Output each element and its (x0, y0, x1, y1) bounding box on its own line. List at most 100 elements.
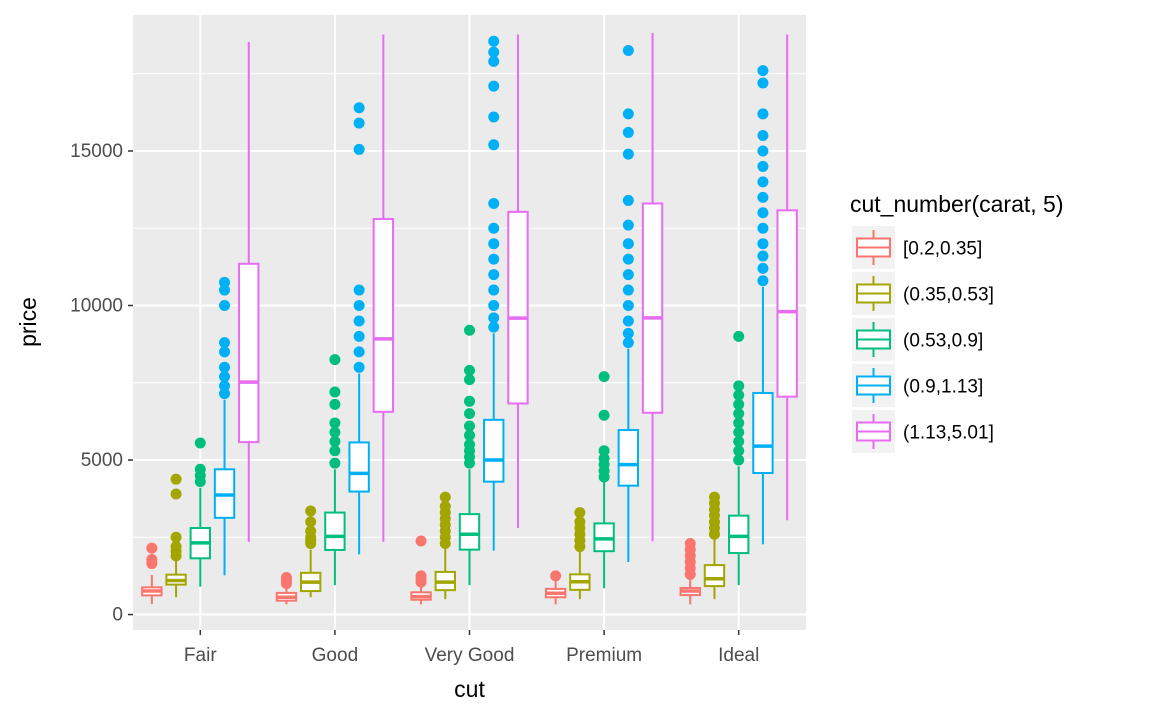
y-tick-label: 5000 (81, 450, 123, 471)
box (458, 513, 481, 551)
outlier-point (219, 337, 231, 349)
legend-item: (0.35,0.53] (852, 272, 994, 315)
outlier-point (757, 160, 769, 172)
outlier-point (194, 437, 206, 449)
y-axis-title: price (15, 297, 41, 347)
box-group (141, 542, 163, 605)
outlier-point (622, 315, 634, 327)
box-group (776, 34, 798, 521)
legend-item: (1.13,5.01] (852, 410, 994, 453)
box-group (275, 571, 298, 605)
outlier-point (488, 111, 500, 123)
outlier-point (488, 139, 500, 151)
outlier-point (170, 541, 182, 553)
outlier-point (464, 420, 475, 432)
outlier-point (219, 388, 231, 400)
outlier-point (464, 429, 475, 441)
outlier-point (329, 445, 341, 457)
outlier-point (219, 300, 231, 312)
legend-label: (0.35,0.53] (903, 285, 994, 306)
box-group (544, 570, 567, 605)
outlier-point (146, 542, 158, 554)
outlier-point (219, 276, 231, 288)
box (324, 511, 346, 551)
outlier-point (622, 337, 634, 349)
outlier-point (733, 408, 745, 420)
outlier-point (488, 35, 500, 47)
outlier-point (550, 570, 562, 582)
outlier-point (733, 330, 745, 342)
outlier-point (329, 457, 341, 469)
box (238, 262, 260, 444)
outlier-point (219, 284, 231, 296)
outlier-point (622, 126, 634, 138)
outlier-point (464, 374, 475, 386)
box-group (617, 45, 640, 563)
outlier-point (353, 330, 365, 342)
outlier-point (353, 346, 365, 358)
box (372, 217, 395, 413)
outlier-point (757, 65, 769, 77)
outlier-point (622, 253, 634, 265)
box-group (483, 35, 505, 551)
outlier-point (684, 537, 696, 549)
box-group (299, 505, 322, 598)
outlier-point (439, 500, 451, 512)
outlier-point (757, 238, 769, 250)
outlier-point (329, 426, 341, 438)
outlier-point (305, 525, 317, 537)
outlier-point (219, 380, 231, 392)
legend-label: (1.13,5.01] (903, 423, 994, 444)
outlier-point (622, 269, 634, 281)
outlier-point (757, 145, 769, 157)
outlier-point (194, 463, 206, 475)
outlier-point (622, 108, 634, 120)
legend: cut_number(carat, 5) [0.2,0.35] (0.35,0.5… (850, 191, 1063, 453)
outlier-point (708, 491, 720, 503)
outlier-point (733, 398, 745, 410)
outlier-point (757, 191, 769, 203)
outlier-point (598, 371, 610, 383)
outlier-point (329, 398, 341, 410)
outlier-point (353, 102, 365, 114)
outlier-point (219, 346, 231, 358)
box-group (410, 535, 432, 605)
box-group (189, 437, 211, 587)
outlier-point (598, 409, 610, 421)
outlier-point (622, 300, 634, 312)
outlier-point (305, 516, 317, 528)
legend-item: [0.2,0.35] (852, 226, 982, 269)
outlier-point (439, 491, 451, 503)
outlier-point (219, 371, 231, 383)
outlier-point (622, 327, 634, 339)
outlier-point (353, 143, 365, 155)
y-tick-label: 15000 (70, 141, 123, 162)
legend-keys: [0.2,0.35] (0.35,0.53] (0.53,0.9] (0.9,1.13… (852, 226, 994, 453)
box (703, 564, 726, 588)
box-group (458, 324, 481, 586)
box (752, 391, 774, 475)
box-group (752, 65, 774, 545)
box-group (593, 371, 615, 589)
outlier-point (757, 77, 769, 89)
box-group (238, 41, 260, 542)
box (776, 209, 798, 398)
outlier-point (757, 207, 769, 219)
y-axis: 0 5000 10000 15000 (70, 141, 133, 626)
outlier-point (488, 269, 500, 281)
box-group (165, 473, 187, 598)
box-group (372, 34, 395, 542)
outlier-point (488, 198, 500, 210)
box-group (348, 102, 370, 555)
outlier-point (329, 417, 341, 429)
x-tick-label: Ideal (718, 645, 759, 666)
outlier-point (353, 315, 365, 327)
box (617, 429, 640, 487)
outlier-point (353, 117, 365, 129)
box-group (641, 32, 664, 542)
box-group (213, 276, 236, 576)
outlier-point (622, 148, 634, 160)
outlier-point (757, 275, 769, 287)
outlier-point (733, 426, 745, 438)
